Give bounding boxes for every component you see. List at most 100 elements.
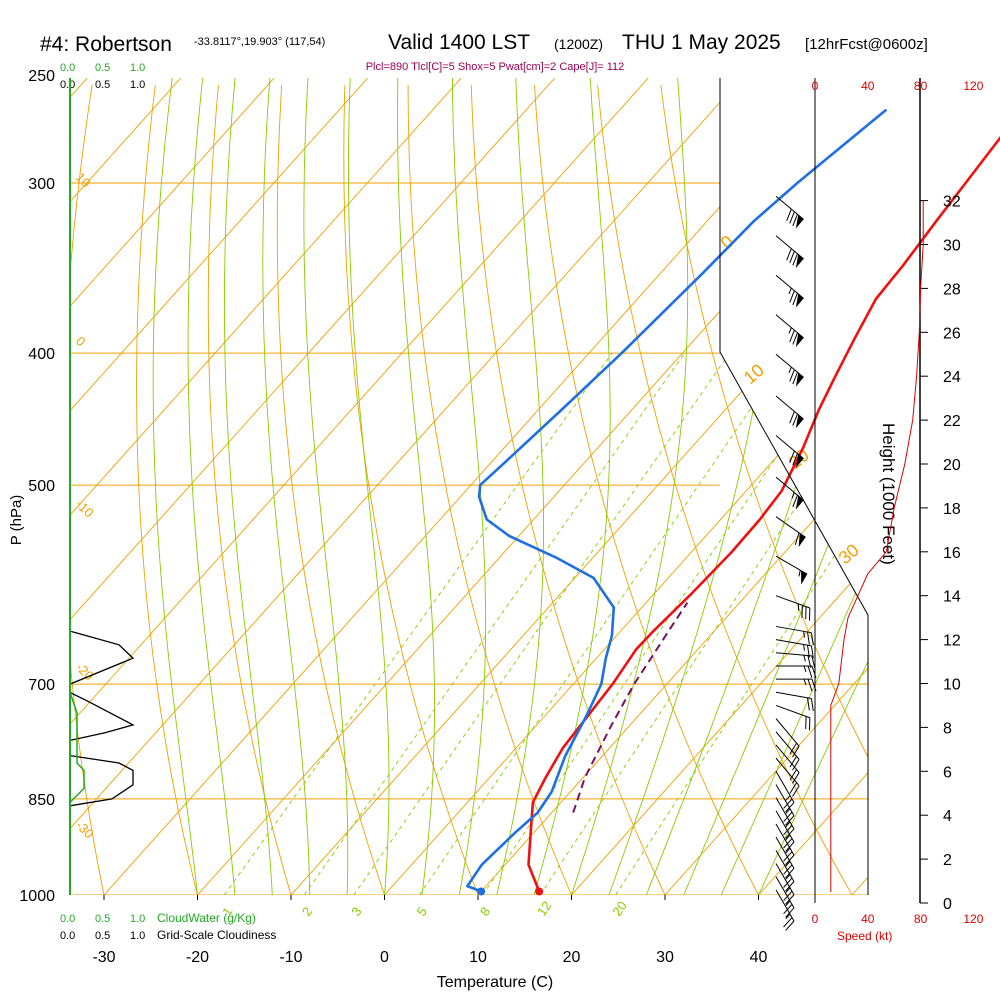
moist-adiabat <box>397 78 436 895</box>
moist-adiabat <box>262 78 311 895</box>
wind-barb-flag <box>810 632 814 646</box>
wind-barb-pennant <box>795 372 804 387</box>
wind-barb <box>775 784 795 826</box>
wind-barb-half-flag <box>788 287 792 295</box>
wind-barb-staff <box>775 850 795 882</box>
wind-barb-flag <box>789 250 795 264</box>
isotherm-label: -10 <box>73 497 97 521</box>
temperature-tick-label: -30 <box>92 949 115 966</box>
dry-adiabat <box>977 85 1000 895</box>
wind-barb-flag <box>810 698 814 712</box>
dry-adiabat <box>407 85 572 895</box>
wind-barb-half-flag <box>803 655 806 662</box>
adiabat-label: 10 <box>740 360 768 388</box>
wind-barb-staff <box>775 235 804 260</box>
wind-barb-staff <box>775 718 800 747</box>
wind-barb <box>775 718 800 758</box>
wind-barb <box>775 435 804 468</box>
wind-barb-half-flag <box>803 678 807 686</box>
wind-barb-flag <box>785 920 795 931</box>
wind-barb-flag <box>785 841 795 852</box>
height-tick-label: 12 <box>943 633 961 650</box>
height-tick-label: 10 <box>943 677 961 694</box>
mixing-ratio-label: 2 <box>299 904 315 919</box>
wind-barb-half-flag <box>803 644 805 651</box>
wind-barb-flag <box>807 678 813 692</box>
wind-barb-flag <box>783 917 793 928</box>
moist-adiabat <box>451 78 487 895</box>
wind-barb <box>775 876 795 918</box>
wind-barb-staff <box>775 516 806 538</box>
wind-barb-flag <box>792 745 800 758</box>
wind-barb <box>775 314 804 348</box>
height-tick-label: 20 <box>943 457 961 474</box>
isotherm-line <box>70 78 649 895</box>
height-tick-label: 26 <box>943 325 961 342</box>
wind-barb-staff <box>775 863 795 895</box>
moist-adiabat <box>496 78 544 895</box>
wind-barb <box>775 731 800 771</box>
isotherm-line <box>571 78 868 895</box>
wind-barb <box>775 771 795 813</box>
valid-date: THU 1 May 2025 <box>622 31 781 54</box>
height-title: Height (1000 Feet) <box>879 423 898 565</box>
height-tick-label: 28 <box>943 281 961 298</box>
wind-barb-half-flag <box>785 900 791 906</box>
pressure-tick-label: 500 <box>28 478 55 495</box>
moist-adiabat <box>608 78 780 895</box>
wind-barb-pennant <box>795 333 804 348</box>
cloudwater-scale-top-1: 0.5 <box>95 62 110 74</box>
wind-barb <box>775 395 804 429</box>
moist-adiabat <box>348 78 390 895</box>
wind-barb-flag <box>789 450 795 463</box>
speed-tick-label-top: 80 <box>914 79 928 93</box>
wind-barb-flag <box>792 253 798 266</box>
wind-barb-flag <box>792 413 798 426</box>
wind-barb <box>775 353 804 387</box>
diagram-border <box>719 78 869 895</box>
wind-barb-flag <box>792 453 798 466</box>
isotherm-label: -20 <box>73 660 97 684</box>
forecast-label: [12hrFcst@0600z] <box>805 36 928 53</box>
cloudiness-scale-bottom-2: 1.0 <box>130 930 145 942</box>
wind-barb <box>775 810 795 852</box>
isotherm-line <box>103 78 836 895</box>
wind-barb <box>775 691 814 712</box>
wind-barb <box>775 757 800 797</box>
pressure-tick-label: 1000 <box>19 888 55 905</box>
wind-barb-staff <box>775 889 795 922</box>
sounding-traces <box>69 108 1000 896</box>
moist-adiabat <box>223 78 273 895</box>
wind-barb-staff <box>775 639 812 647</box>
cloudiness-scale-top-0: 0.0 <box>60 79 75 91</box>
wind-barb <box>775 863 795 905</box>
dry-adiabat <box>660 84 868 895</box>
parcel-trace <box>572 602 689 813</box>
mixing-ratio-line <box>418 352 790 895</box>
wind-barb-staff <box>775 823 795 856</box>
wind-barb-flag <box>785 894 795 905</box>
wind-barb-staff <box>775 476 804 501</box>
cloudiness-scale-bottom-1: 0.5 <box>95 930 110 942</box>
pressure-tick-label: 400 <box>28 346 55 363</box>
wind-barb-staff <box>775 704 810 719</box>
pressure-tick-label: 700 <box>28 677 55 694</box>
wind-barb-flag <box>783 798 793 809</box>
wind-barb-flag <box>792 372 798 385</box>
temperature-trace <box>527 136 1000 892</box>
moist-adiabat <box>187 78 236 895</box>
wind-barb-flag <box>807 631 810 645</box>
wind-barb-flag <box>811 655 816 669</box>
diagram-background: 100-10-20-300102030123581220 <box>70 78 1000 919</box>
moist-adiabat <box>645 78 868 895</box>
speed-tick-label-top: 40 <box>861 79 875 93</box>
wind-barb-flag <box>792 785 800 797</box>
wind-barb <box>776 665 817 679</box>
moist-adiabat <box>533 78 611 895</box>
dry-adiabat <box>534 84 759 895</box>
isotherm-line <box>290 78 868 895</box>
wind-barb <box>775 797 795 839</box>
dry-adiabat <box>207 84 292 895</box>
wind-barb-flag <box>792 494 798 508</box>
